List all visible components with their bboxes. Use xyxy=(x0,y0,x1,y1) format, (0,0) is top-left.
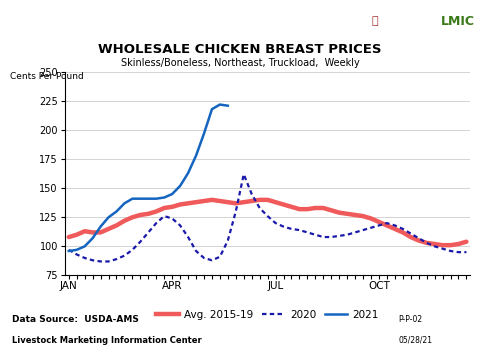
Text: Data Source:  USDA-AMS: Data Source: USDA-AMS xyxy=(12,315,139,324)
Text: P-P-02: P-P-02 xyxy=(398,315,422,324)
Text: Cents Per Pound: Cents Per Pound xyxy=(10,72,84,81)
Text: OCT: OCT xyxy=(368,281,390,291)
Text: Livestock Marketing Information Center: Livestock Marketing Information Center xyxy=(12,336,202,345)
Text: JUL: JUL xyxy=(267,281,284,291)
Legend: Avg. 2015-19, 2020, 2021: Avg. 2015-19, 2020, 2021 xyxy=(152,306,383,324)
Text: Skinless/Boneless, Northeast, Truckload,  Weekly: Skinless/Boneless, Northeast, Truckload,… xyxy=(120,58,360,68)
Text: 🐴: 🐴 xyxy=(372,17,379,26)
Text: WHOLESALE CHICKEN BREAST PRICES: WHOLESALE CHICKEN BREAST PRICES xyxy=(98,43,382,56)
Bar xyxy=(365,3,475,45)
Text: LMIC: LMIC xyxy=(441,15,475,28)
Text: APR: APR xyxy=(162,281,182,291)
Text: 05/28/21: 05/28/21 xyxy=(398,336,432,345)
Text: JAN: JAN xyxy=(60,281,78,291)
